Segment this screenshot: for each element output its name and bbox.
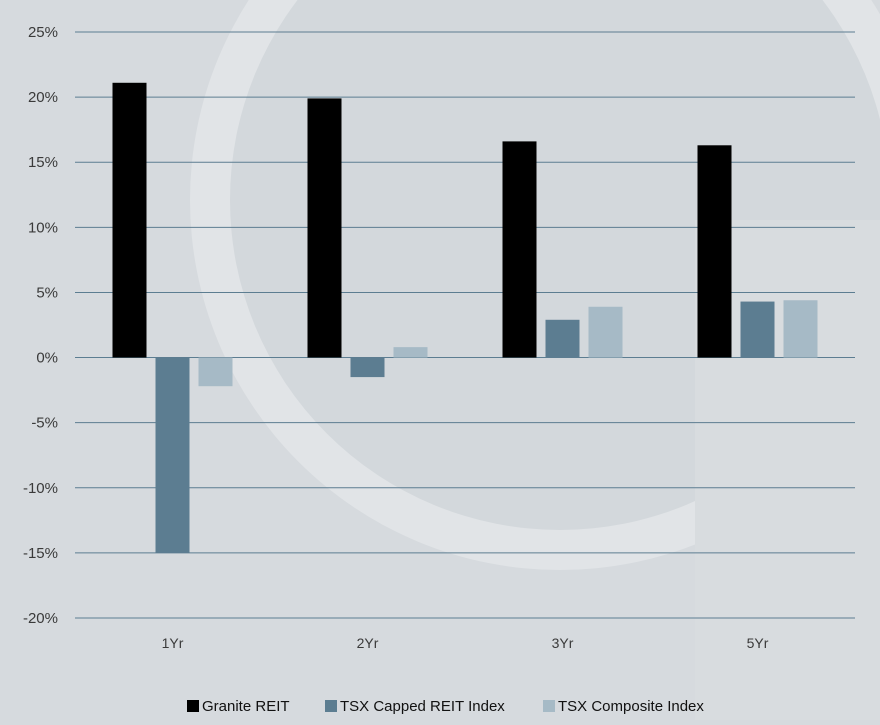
x-category-label: 3Yr	[552, 635, 574, 651]
y-tick-label: 15%	[28, 154, 58, 171]
bar-5yr-series-3	[783, 300, 818, 358]
y-tick-label: 0%	[36, 350, 58, 367]
bar-3yr-series-2	[545, 319, 580, 358]
legend-label: TSX Composite Index	[558, 698, 704, 715]
bar-1yr-series-3	[198, 357, 233, 387]
y-axis-tick-labels: 25% 20% 15% 10% 5% 0% -5% -10% -15% -20%	[23, 24, 58, 627]
y-tick-label: 10%	[28, 219, 58, 236]
bar-2yr-series-3	[393, 347, 428, 358]
legend: Granite REIT TSX Capped REIT Index TSX Com…	[187, 698, 704, 715]
y-tick-label: 5%	[36, 284, 58, 301]
bar-3yr-series-3	[588, 306, 623, 358]
bars	[112, 82, 818, 553]
legend-swatch	[543, 700, 555, 712]
bar-2yr-series-1	[307, 98, 342, 358]
y-tick-label: -10%	[23, 480, 58, 497]
bar-3yr-series-1	[502, 141, 537, 358]
bar-1yr-series-1	[112, 82, 147, 358]
x-category-label: 1Yr	[162, 635, 184, 651]
y-tick-label: -15%	[23, 545, 58, 562]
x-category-label: 5Yr	[747, 635, 769, 651]
x-axis-category-labels: 1Yr 2Yr 3Yr 5Yr	[162, 635, 769, 651]
gridlines	[75, 31, 855, 619]
legend-swatch	[325, 700, 337, 712]
legend-label: Granite REIT	[202, 698, 290, 715]
y-tick-label: -20%	[23, 610, 58, 627]
y-tick-label: -5%	[31, 415, 58, 432]
bar-5yr-series-1	[697, 145, 732, 358]
x-category-label: 2Yr	[357, 635, 379, 651]
legend-swatch	[187, 700, 199, 712]
y-tick-label: 25%	[28, 24, 58, 41]
bar-5yr-series-2	[740, 301, 775, 358]
bar-2yr-series-2	[350, 357, 385, 378]
bar-1yr-series-2	[155, 357, 190, 553]
legend-label: TSX Capped REIT Index	[340, 698, 505, 715]
y-tick-label: 20%	[28, 89, 58, 106]
